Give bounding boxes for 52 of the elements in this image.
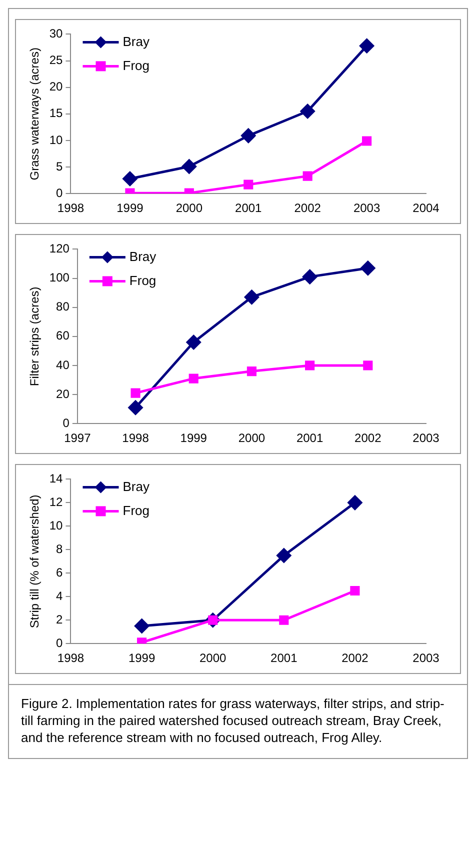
- legend-label: Bray: [122, 34, 150, 49]
- y-tick-label: 30: [49, 26, 64, 41]
- x-tick-label: 1997: [64, 431, 92, 446]
- y-tick-label: 2: [56, 612, 64, 626]
- legend-label: Frog: [122, 58, 150, 73]
- y-tick-label: 0: [62, 416, 70, 430]
- y-tick-label: 6: [56, 565, 64, 580]
- x-tick-label: 2003: [412, 651, 440, 666]
- y-tick-label: 12: [49, 495, 64, 509]
- x-tick-label: 1998: [57, 651, 84, 666]
- x-tick-label: 2004: [412, 201, 440, 216]
- y-tick-label: 120: [49, 242, 70, 256]
- y-tick-label: 0: [56, 636, 64, 650]
- y-tick-label: 14: [49, 472, 64, 486]
- x-tick-label: 2000: [176, 201, 203, 216]
- y-axis-title: Grass waterways (acres): [28, 48, 42, 180]
- y-tick-label: 20: [56, 386, 70, 401]
- y-tick-label: 40: [56, 358, 70, 372]
- y-tick-label: 60: [56, 328, 70, 343]
- legend-label: Bray: [129, 248, 157, 264]
- x-tick-label: 2002: [294, 201, 322, 216]
- x-tick-label: 2003: [412, 431, 440, 446]
- y-tick-label: 0: [56, 186, 64, 200]
- y-tick-label: 20: [49, 80, 64, 94]
- x-tick-label: 2001: [296, 431, 324, 446]
- y-tick-label: 4: [56, 588, 64, 603]
- x-tick-label: 1998: [122, 431, 150, 446]
- x-tick-label: 2003: [353, 201, 380, 216]
- y-tick-label: 8: [56, 542, 64, 556]
- y-tick-label: 5: [56, 159, 64, 174]
- y-tick-label: 15: [49, 106, 64, 120]
- x-tick-label: 1999: [116, 201, 144, 216]
- y-axis-title: Strip till (% of watershed): [28, 494, 42, 628]
- y-tick-label: 25: [49, 53, 64, 68]
- legend-label: Bray: [122, 478, 150, 494]
- y-tick-label: 80: [56, 300, 70, 314]
- y-tick-label: 10: [49, 132, 64, 147]
- x-tick-label: 2000: [199, 651, 227, 666]
- x-tick-label: 1999: [128, 651, 156, 666]
- y-axis-title: Filter strips (acres): [28, 286, 42, 386]
- x-tick-label: 1998: [57, 201, 84, 216]
- x-tick-label: 2001: [235, 201, 262, 216]
- x-tick-label: 2001: [270, 651, 298, 666]
- x-tick-label: 2002: [342, 651, 369, 666]
- legend-label: Frog: [122, 502, 150, 518]
- x-tick-label: 2002: [354, 431, 382, 446]
- legend-label: Frog: [129, 272, 156, 288]
- caption: Figure 2. Implementation rates for grass waterways, filter strips, and strip-till farming in the paired watershed focused outreach stream, Bray Creek, and the reference stream with no focused outreach, Frog Alley.: [9, 684, 467, 758]
- y-tick-label: 100: [49, 270, 70, 285]
- y-tick-label: 10: [49, 518, 64, 532]
- x-tick-label: 2000: [238, 431, 266, 446]
- x-tick-label: 1999: [180, 431, 208, 446]
